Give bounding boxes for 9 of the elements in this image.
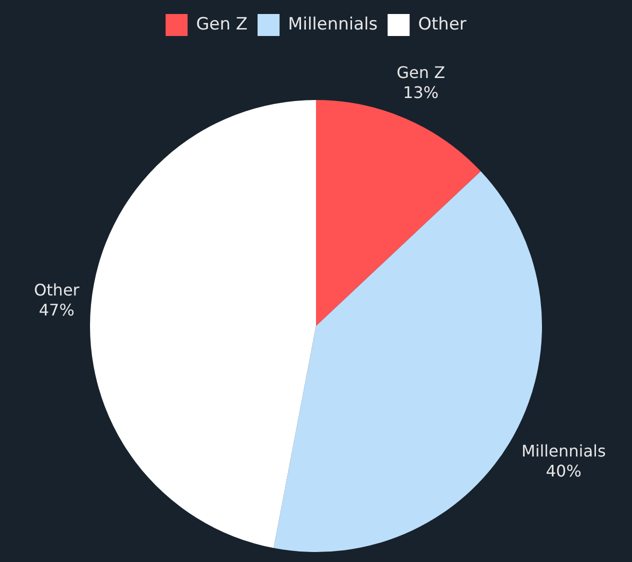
data-label: 40% (546, 461, 582, 480)
data-label: 47% (38, 300, 74, 320)
legend-label: Millennials (288, 14, 378, 34)
slice-label: Millennials (521, 441, 606, 460)
slice-label: Other (34, 280, 80, 300)
legend-label: Other (418, 14, 466, 34)
legend-label: Gen Z (196, 14, 248, 34)
data-label: 13% (403, 82, 439, 102)
slice-label: Gen Z (396, 62, 446, 82)
